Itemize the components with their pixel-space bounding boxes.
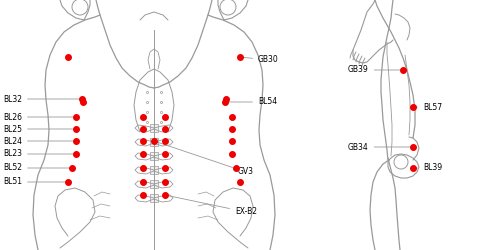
Text: BL39: BL39 (416, 164, 442, 172)
Text: BL25: BL25 (3, 124, 73, 134)
Bar (150, 124, 158, 132)
Text: EX-B2: EX-B2 (168, 196, 257, 216)
Text: BL52: BL52 (3, 164, 69, 172)
Text: BL54: BL54 (228, 98, 277, 106)
Bar (150, 166, 158, 174)
Bar (150, 138, 158, 146)
Text: GB34: GB34 (348, 142, 410, 152)
Bar (150, 194, 158, 202)
Bar (150, 180, 158, 188)
Text: BL51: BL51 (3, 178, 65, 186)
Text: BL57: BL57 (416, 102, 442, 112)
Text: BL32: BL32 (3, 94, 79, 104)
Text: BL23: BL23 (3, 150, 73, 158)
Text: GV3: GV3 (156, 142, 254, 176)
Text: BL26: BL26 (3, 112, 73, 122)
Text: GB30: GB30 (243, 56, 279, 64)
Text: GB39: GB39 (348, 66, 400, 74)
Text: BL24: BL24 (3, 136, 73, 145)
Bar (150, 152, 158, 160)
